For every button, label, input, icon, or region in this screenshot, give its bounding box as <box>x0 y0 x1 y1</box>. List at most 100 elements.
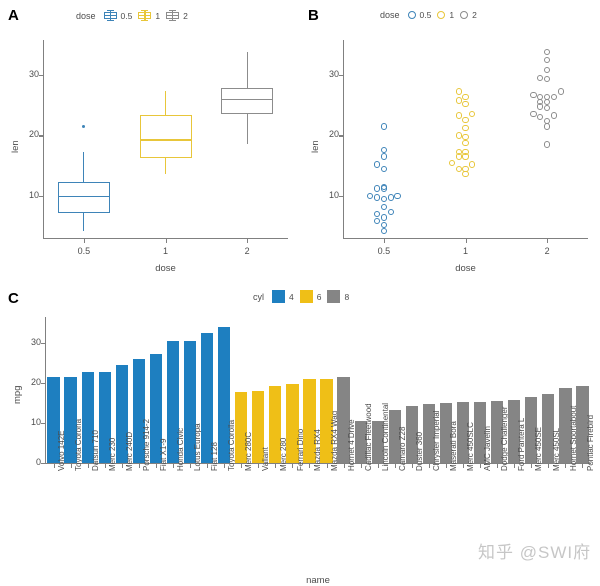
data-point <box>550 93 558 100</box>
x-tick-label-a-2: 2 <box>244 246 250 256</box>
data-point <box>448 159 455 166</box>
y-axis-line-b <box>343 40 345 238</box>
bar[interactable] <box>303 379 316 463</box>
legend-item-8[interactable]: 8 <box>327 290 349 303</box>
legend-label-1: 1 <box>449 10 455 20</box>
bar[interactable] <box>235 391 248 463</box>
y-tick-label-b-30: 30 <box>328 69 339 80</box>
data-point <box>544 75 551 82</box>
whisker-lower <box>165 158 167 175</box>
data-point <box>455 112 462 119</box>
legend-panel-b[interactable]: dose 0.5 1 2 <box>380 10 477 20</box>
x-tick-c-19 <box>377 464 379 468</box>
bar[interactable] <box>388 409 401 463</box>
bar[interactable] <box>166 341 180 463</box>
x-tick-c-9 <box>207 464 209 468</box>
bar[interactable] <box>132 359 145 463</box>
boxplot-group-1[interactable] <box>0 30 300 285</box>
x-tick-c-12 <box>258 464 260 468</box>
bar[interactable] <box>405 405 418 463</box>
x-tick-c-15 <box>309 464 311 468</box>
legend-item-2[interactable]: 2 <box>460 10 477 20</box>
legend-label-0.5: 0.5 <box>419 10 432 20</box>
bar[interactable] <box>200 333 214 463</box>
bar[interactable] <box>81 371 94 463</box>
x-tick-c-28 <box>531 464 533 468</box>
bar[interactable] <box>115 365 128 463</box>
legend-label-8: 8 <box>344 291 350 302</box>
boxplot-group-2[interactable] <box>0 30 300 285</box>
bar[interactable] <box>252 390 265 463</box>
data-point <box>537 93 544 100</box>
bar[interactable] <box>491 401 504 463</box>
y-axis-line-c <box>45 317 47 463</box>
bar[interactable] <box>337 377 350 463</box>
key-median <box>103 15 117 17</box>
x-tick-a-1 <box>165 239 167 243</box>
whisker-lower <box>83 212 85 231</box>
x-tick-c-22 <box>428 464 430 468</box>
key-whisker-top <box>141 10 149 12</box>
bar[interactable] <box>542 393 555 463</box>
bar[interactable] <box>218 327 231 463</box>
boxplot-group-0.5[interactable] <box>0 30 300 285</box>
watermark: 知乎 @SWI府 <box>478 543 592 562</box>
legend-item-2[interactable]: 2 <box>166 10 188 22</box>
bar[interactable] <box>473 402 487 463</box>
y-tick-c-20 <box>41 383 45 385</box>
bar[interactable] <box>183 341 197 463</box>
data-point <box>462 100 469 108</box>
data-point <box>373 161 381 168</box>
legend-panel-c[interactable]: cyl 4 6 8 <box>253 290 349 303</box>
legend-item-0.5[interactable]: 0.5 <box>103 10 133 22</box>
legend-item-4[interactable]: 4 <box>272 290 294 303</box>
data-point <box>455 165 462 172</box>
y-tick-b-10 <box>339 195 343 197</box>
bar[interactable] <box>525 397 538 463</box>
bar[interactable] <box>269 386 282 463</box>
legend-item-1[interactable]: 1 <box>437 10 454 20</box>
x-tick-c-23 <box>445 464 447 468</box>
bar[interactable] <box>576 386 589 463</box>
bar[interactable] <box>439 403 453 463</box>
bar[interactable] <box>371 421 384 463</box>
x-tick-c-10 <box>224 464 226 468</box>
data-point <box>462 93 469 100</box>
bar[interactable] <box>98 371 111 463</box>
x-tick-c-30 <box>565 464 567 468</box>
bar[interactable] <box>508 399 521 463</box>
legend-label-1: 1 <box>155 10 161 21</box>
key-whisker-bottom <box>106 20 114 22</box>
x-axis-line-a <box>43 238 288 240</box>
legend-item-6[interactable]: 6 <box>299 290 321 303</box>
bar[interactable] <box>456 402 470 463</box>
data-point <box>537 75 544 82</box>
panel-b-dotplot: B dose 0.5 1 2 10 20 30 0.5 1 2 dose len <box>300 0 600 285</box>
legend-item-1[interactable]: 1 <box>138 10 161 22</box>
legend-item-0.5[interactable]: 0.5 <box>407 10 432 20</box>
bar[interactable] <box>149 353 163 463</box>
bar[interactable] <box>47 377 60 463</box>
data-point <box>537 114 544 121</box>
x-tick-c-26 <box>497 464 499 468</box>
data-point <box>544 48 551 55</box>
bar[interactable] <box>286 384 299 463</box>
bar[interactable] <box>354 421 367 463</box>
y-tick-label-a-30: 30 <box>28 69 39 80</box>
y-tick-c-0 <box>41 463 45 465</box>
legend-panel-a[interactable]: dose 0.5 1 2 <box>76 10 188 22</box>
key-whisker-top <box>169 10 177 12</box>
x-tick-c-24 <box>463 464 465 468</box>
bar[interactable] <box>320 379 333 463</box>
data-point <box>462 170 469 178</box>
bar[interactable] <box>559 388 572 463</box>
x-tick-c-7 <box>172 464 174 468</box>
x-tick-c-31 <box>582 464 584 468</box>
y-tick-label-c-30: 30 <box>30 337 41 347</box>
legend-label-0.5: 0.5 <box>120 10 133 21</box>
y-tick-a-20 <box>39 135 43 137</box>
data-point <box>544 141 551 148</box>
bar[interactable] <box>422 404 436 463</box>
y-tick-label-c-20: 20 <box>30 377 41 387</box>
bar[interactable] <box>64 377 77 463</box>
